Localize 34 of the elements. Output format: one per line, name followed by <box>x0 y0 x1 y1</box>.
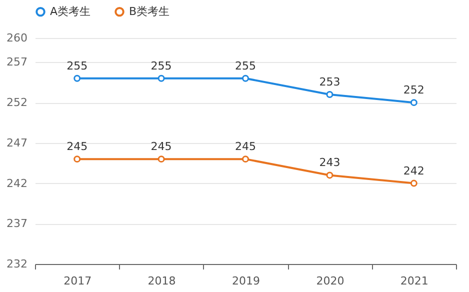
point <box>242 74 249 82</box>
data-label: 242 <box>403 164 424 178</box>
x-tick-label: 2020 <box>316 274 344 288</box>
x-tick-label: 2021 <box>400 274 428 288</box>
y-tick-label: 237 <box>6 217 28 230</box>
y-tick-label: 232 <box>6 258 28 270</box>
y-tick-label: 242 <box>6 176 28 190</box>
point <box>74 74 81 82</box>
legend-label: A类考生 <box>50 4 91 18</box>
point <box>74 156 81 163</box>
point <box>242 156 249 163</box>
x-tick-label: 2017 <box>64 274 92 288</box>
x-tick-label: 2018 <box>148 274 176 288</box>
data-label: 255 <box>235 59 256 72</box>
point <box>158 74 165 82</box>
x-tick-label: 2019 <box>232 274 260 288</box>
data-label: 255 <box>150 59 172 72</box>
data-label: 243 <box>319 156 340 170</box>
data-label: 252 <box>403 84 424 97</box>
data-label: 245 <box>66 140 88 154</box>
y-tick-label: 260 <box>6 32 28 44</box>
y-tick-label: 252 <box>6 96 28 110</box>
data-label: 253 <box>319 76 340 88</box>
y-tick-label: 257 <box>6 56 28 69</box>
data-label: 255 <box>66 59 88 72</box>
point <box>410 99 418 106</box>
point <box>326 91 334 98</box>
legend-label: B类考生 <box>129 4 170 18</box>
point <box>326 172 334 179</box>
data-label: 245 <box>150 140 172 154</box>
point <box>158 156 165 163</box>
y-tick-label: 247 <box>6 136 28 150</box>
point <box>410 180 418 187</box>
data-label: 245 <box>235 140 256 154</box>
